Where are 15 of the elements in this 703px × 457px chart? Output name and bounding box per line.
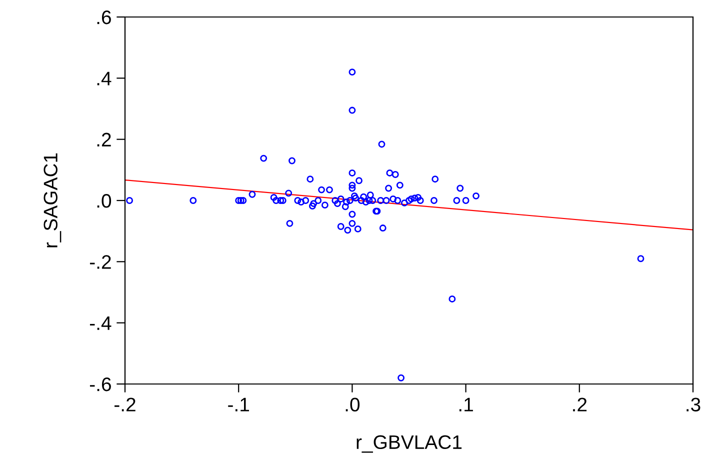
y-tick-label: -.4 — [90, 316, 112, 330]
y-tick-label: -.6 — [90, 377, 111, 392]
y-axis-title: r_SAGAC1 — [44, 153, 62, 248]
x-tick-label: .0 — [346, 398, 360, 412]
x-tick-label: -.2 — [114, 398, 136, 412]
x-tick-label: .2 — [573, 398, 587, 412]
y-tick-label: .0 — [97, 194, 112, 208]
y-tick-label: .2 — [97, 132, 111, 146]
x-tick-label: .1 — [459, 398, 473, 412]
y-tick-label: -.2 — [90, 255, 111, 269]
y-tick-label: .4 — [97, 72, 112, 86]
x-tick-label: -.1 — [228, 398, 249, 412]
x-tick-label: .3 — [686, 398, 700, 412]
x-axis-title: r_GBVLAC1 — [356, 435, 462, 453]
y-tick-label: .6 — [97, 10, 111, 24]
